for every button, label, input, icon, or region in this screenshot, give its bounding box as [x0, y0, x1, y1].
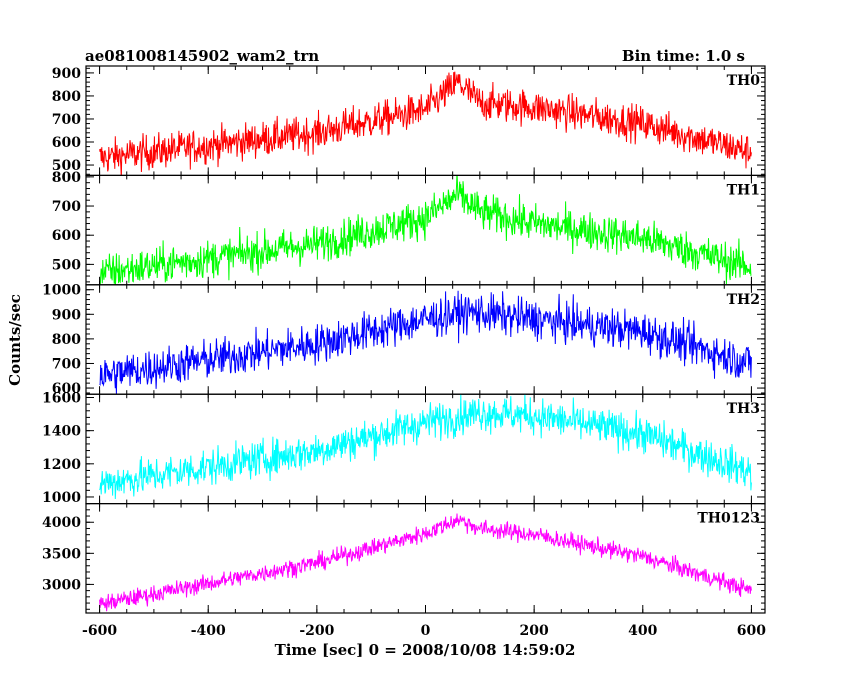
y-tick-label: 900 — [52, 307, 81, 323]
panel-name-label: TH2 — [727, 292, 760, 308]
panels-group: 500 600 700 800 900 TH0 500 600 700 800 TH1 600 700 8… — [42, 65, 766, 639]
x-tick-label: -400 — [191, 623, 226, 639]
y-tick-label: 600 — [52, 381, 81, 397]
x-tick-label: 0 — [421, 623, 431, 639]
y-tick-label: 1400 — [42, 424, 81, 440]
x-axis-label: Time [sec] 0 = 2008/10/08 14:59:02 — [275, 641, 576, 659]
panel-name-label: TH3 — [727, 401, 760, 417]
figure-title: ae081008145902_wam2_trn — [85, 47, 319, 65]
series-line-th1 — [99, 175, 752, 285]
panel-th1: 500 600 700 800 TH1 — [52, 170, 766, 286]
panel-name-label: TH0123 — [697, 511, 760, 527]
x-tick-label: 600 — [737, 623, 766, 639]
series-line-th2 — [99, 290, 752, 395]
y-tick-label: 3000 — [42, 577, 81, 593]
x-tick-label: 200 — [520, 623, 549, 639]
panel-th2: 600 700 800 900 1000 TH2 — [42, 283, 766, 397]
series-line-th0123 — [99, 513, 752, 612]
x-tick-label: -200 — [299, 623, 334, 639]
y-tick-label: 700 — [52, 112, 81, 128]
y-tick-label: 700 — [52, 199, 81, 215]
y-tick-label: 600 — [52, 228, 81, 244]
y-tick-label: 800 — [52, 332, 81, 348]
panel-name-label: TH0 — [727, 73, 761, 89]
y-tick-label: 1000 — [42, 490, 81, 506]
panel-name-label: TH1 — [727, 182, 760, 198]
y-tick-label: 600 — [52, 135, 81, 151]
series-line-th3 — [99, 394, 752, 500]
panel-th0123: 3000 3500 4000 TH0123 — [42, 503, 766, 614]
y-tick-label: 900 — [52, 66, 81, 82]
x-tick-label: -600 — [82, 623, 117, 639]
y-tick-label: 700 — [52, 356, 81, 372]
series-line-th0 — [99, 71, 752, 176]
y-tick-label: 3500 — [42, 546, 81, 562]
y-tick-label: 500 — [52, 158, 81, 174]
y-tick-label: 1600 — [42, 391, 81, 407]
x-tick-label: 400 — [628, 623, 657, 639]
y-tick-label: 500 — [52, 257, 81, 273]
y-axis-label: Counts/sec — [6, 294, 24, 386]
panel-th0: 500 600 700 800 900 TH0 — [52, 65, 766, 177]
y-tick-label: 800 — [52, 89, 81, 105]
y-tick-label: 800 — [52, 170, 81, 186]
bin-time-label: Bin time: 1.0 s — [622, 47, 745, 65]
y-tick-label: 1200 — [42, 457, 81, 473]
y-tick-label: 1000 — [42, 283, 81, 299]
y-tick-label: 4000 — [42, 515, 81, 531]
panel-th3: 1000 1200 1400 1600 TH3 — [42, 391, 766, 506]
